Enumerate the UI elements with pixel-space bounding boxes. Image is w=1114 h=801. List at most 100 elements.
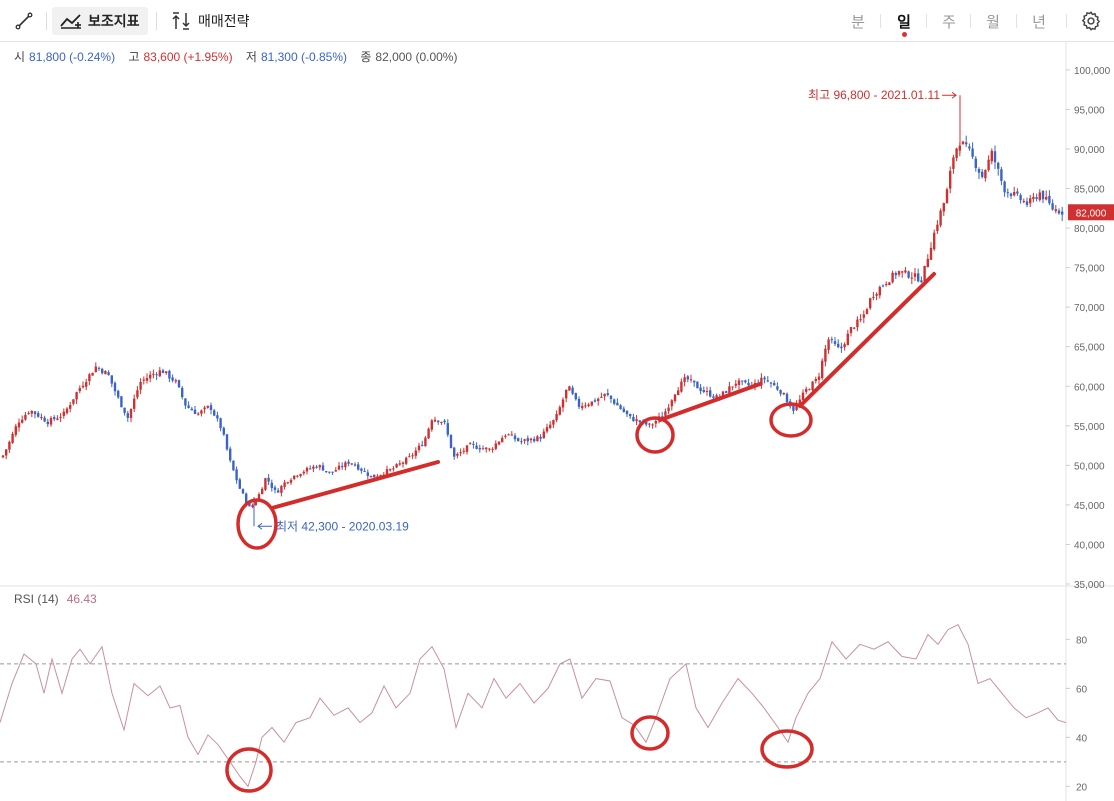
candlestick	[558, 405, 561, 416]
candlestick	[107, 370, 110, 376]
candlestick	[888, 282, 891, 286]
candle-body	[414, 450, 417, 456]
stock-chart[interactable]: 35,000 40,000 45,000 50,000 55,000 60,000 65,0…	[0, 42, 1114, 801]
candle-body	[904, 270, 907, 273]
candle-body	[446, 423, 449, 435]
candlestick	[174, 378, 177, 384]
candle-body	[584, 405, 587, 407]
candlestick	[683, 373, 686, 387]
candle-body	[897, 271, 901, 275]
low-annotation-label: 최저 42,300 - 2020.03.19	[276, 519, 409, 533]
candlestick	[904, 267, 907, 274]
candlestick	[421, 440, 424, 447]
candlestick	[776, 382, 779, 391]
period-day-tab[interactable]: 일	[892, 11, 916, 37]
candlestick	[651, 423, 654, 429]
candlestick	[907, 270, 910, 279]
candle-body	[184, 398, 187, 406]
candlestick	[289, 478, 293, 485]
candlestick	[49, 416, 53, 427]
candlestick	[267, 474, 270, 485]
candle-body	[97, 367, 101, 369]
candlestick	[731, 386, 734, 391]
rsi-tick-label: 20	[1076, 782, 1088, 793]
candle-body	[133, 398, 136, 409]
candlestick	[664, 408, 667, 417]
candlestick	[1051, 199, 1054, 211]
candlestick	[571, 385, 574, 396]
candlestick	[21, 415, 24, 424]
candle-body	[251, 505, 254, 508]
candle-body	[27, 413, 30, 415]
candlestick	[139, 378, 142, 395]
candle-body	[254, 501, 257, 506]
candle-body	[197, 413, 200, 415]
candle-body	[981, 171, 984, 177]
candle-body	[705, 390, 709, 392]
candlestick	[213, 408, 216, 417]
price-tick-label: 40,000	[1074, 540, 1105, 551]
candle-body	[597, 398, 600, 402]
indicator-button[interactable]: 보조지표	[52, 7, 148, 35]
candlestick	[30, 410, 33, 418]
gear-icon[interactable]	[1080, 10, 1102, 32]
strategy-button[interactable]: 매매전략	[164, 7, 256, 35]
candle-body	[766, 380, 769, 382]
candlestick	[827, 337, 830, 354]
candle-body	[88, 374, 91, 382]
candlestick	[517, 437, 520, 442]
candlestick	[782, 392, 785, 396]
candle-body	[213, 410, 216, 416]
candle-body	[760, 377, 763, 386]
candle-body	[603, 393, 606, 397]
candlestick	[232, 460, 235, 471]
candlestick	[987, 155, 990, 172]
period-minute-tab[interactable]: 분	[851, 14, 865, 31]
candlestick	[635, 415, 638, 426]
candle-body	[917, 273, 920, 282]
candlestick	[209, 402, 213, 415]
line-draw-tool-button[interactable]	[10, 7, 38, 35]
candle-body	[440, 421, 443, 423]
candle-body	[190, 408, 193, 411]
candle-body	[949, 170, 952, 189]
close-value: 82,000 (0.00%)	[375, 50, 458, 64]
period-year-tab[interactable]: 년	[1032, 14, 1046, 31]
candlestick	[555, 410, 558, 423]
candle-body	[638, 420, 641, 423]
candlestick	[280, 484, 283, 497]
period-month-tab[interactable]: 월	[986, 14, 1000, 31]
period-week-tab[interactable]: 주	[942, 14, 956, 31]
candlestick	[344, 460, 347, 471]
candlestick	[513, 433, 517, 442]
candle-body	[561, 399, 565, 408]
price-tick-label: 70,000	[1074, 303, 1105, 314]
candle-body	[862, 314, 865, 318]
candle-body	[11, 433, 14, 443]
candlestick	[539, 434, 542, 442]
candlestick	[5, 449, 8, 460]
candlestick	[779, 389, 782, 397]
price-tick-label: 50,000	[1074, 461, 1105, 472]
toolbar-divider	[156, 12, 157, 30]
hand-drawn-circle	[635, 416, 675, 454]
candlestick	[299, 473, 302, 478]
hand-drawn-circle	[769, 402, 813, 438]
candlestick	[69, 401, 72, 413]
candlestick	[424, 436, 427, 447]
price-tick-label: 95,000	[1074, 105, 1105, 116]
candle-body	[408, 456, 411, 458]
price-tick-label: 85,000	[1074, 185, 1105, 196]
candlestick	[526, 435, 529, 446]
candle-body	[427, 428, 430, 439]
candlestick	[766, 376, 769, 383]
candle-body	[421, 444, 424, 446]
candle-body	[488, 448, 491, 450]
candlestick	[155, 371, 158, 381]
candle-body	[17, 422, 21, 428]
candle-body	[885, 284, 888, 286]
candlestick	[910, 272, 913, 285]
candlestick	[309, 465, 312, 470]
last-price-badge	[1068, 204, 1114, 221]
candlestick	[91, 372, 94, 376]
